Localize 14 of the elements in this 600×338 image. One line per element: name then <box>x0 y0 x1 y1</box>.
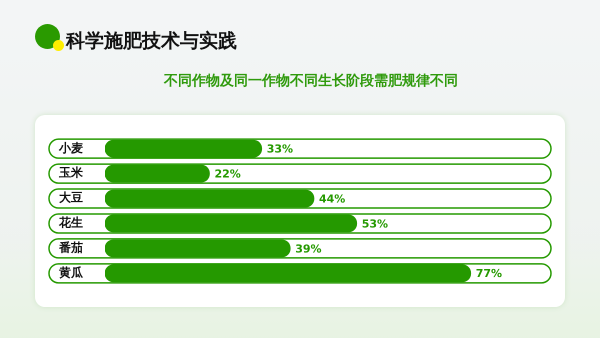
y-tick-label: 番茄 <box>58 240 83 255</box>
data-label: 44% <box>319 192 346 206</box>
data-label: 39% <box>295 242 322 256</box>
y-tick-label: 小麦 <box>58 140 83 155</box>
y-tick-label: 大豆 <box>59 190 83 205</box>
chart-title: 科学施肥技术与实践 <box>66 29 237 54</box>
data-label: 33% <box>266 142 294 156</box>
data-label: 77% <box>476 267 502 280</box>
y-tick-label: 玉米 <box>58 166 84 180</box>
chart-subtitle: 不同作物及同一作物不同生长阶段需肥规律不同 <box>162 72 459 90</box>
data-label: 22% <box>214 167 241 180</box>
data-label: 53% <box>362 217 388 230</box>
y-tick-label: 黄瓜 <box>58 265 84 280</box>
y-tick-label: 花生 <box>58 216 83 230</box>
